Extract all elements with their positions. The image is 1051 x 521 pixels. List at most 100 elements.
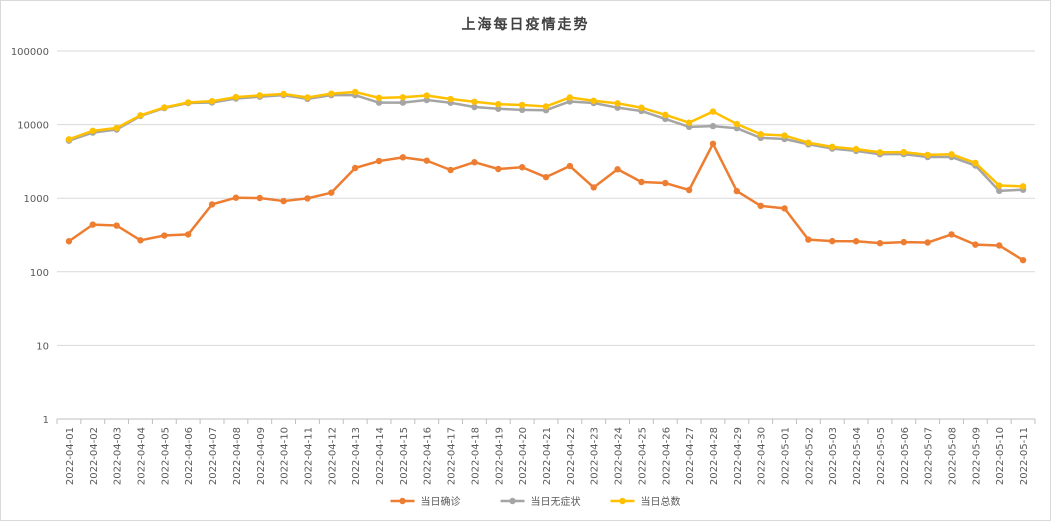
x-tick-label: 2022-05-01 — [781, 427, 792, 485]
data-point — [65, 238, 73, 245]
data-point — [256, 92, 263, 99]
x-tick-label: 2022-04-30 — [757, 427, 768, 485]
data-point — [781, 132, 788, 139]
data-point — [65, 136, 73, 143]
x-tick-label: 2022-05-07 — [924, 427, 935, 485]
data-point — [375, 99, 383, 106]
data-point — [972, 159, 979, 167]
x-tick-label: 2022-04-04 — [136, 427, 147, 485]
data-point — [876, 239, 884, 247]
data-point — [423, 92, 430, 99]
data-point — [399, 99, 407, 106]
data-point — [471, 103, 478, 111]
x-tick-label: 2022-04-16 — [423, 427, 434, 485]
data-point — [495, 165, 502, 173]
data-point — [996, 242, 1003, 249]
data-point — [471, 98, 478, 105]
data-point — [566, 94, 574, 101]
y-tick-label: 1 — [43, 415, 49, 426]
data-point — [113, 124, 120, 132]
legend-swatch-marker — [509, 497, 516, 505]
x-tick-label: 2022-04-21 — [542, 427, 553, 485]
x-tick-label: 2022-05-08 — [948, 427, 959, 485]
data-point — [590, 184, 597, 191]
data-point — [184, 99, 192, 106]
data-point — [1019, 183, 1027, 190]
x-tick-label: 2022-04-11 — [303, 427, 314, 485]
data-point — [328, 189, 335, 196]
data-point — [471, 159, 478, 166]
data-point — [184, 231, 192, 238]
data-point — [280, 197, 287, 205]
x-tick-label: 2022-04-19 — [494, 427, 505, 485]
data-point — [900, 148, 908, 156]
x-tick-label: 2022-04-01 — [65, 427, 76, 485]
legend-swatch-marker — [399, 497, 406, 505]
data-point — [1019, 256, 1027, 264]
x-tick-label: 2022-05-05 — [876, 427, 887, 485]
data-point — [781, 205, 788, 212]
data-point — [89, 221, 96, 228]
data-point — [518, 101, 526, 109]
x-tick-label: 2022-04-08 — [232, 427, 243, 485]
legend-swatch-marker — [619, 497, 626, 505]
data-point — [638, 104, 645, 111]
data-point — [590, 97, 597, 104]
x-tick-label: 2022-05-02 — [804, 427, 815, 485]
data-point — [614, 166, 621, 173]
data-point — [709, 122, 717, 130]
x-tick-label: 2022-04-10 — [280, 427, 291, 485]
data-point — [399, 94, 407, 101]
data-point — [423, 96, 430, 104]
data-point — [208, 201, 216, 208]
x-tick-label: 2022-04-28 — [709, 427, 720, 485]
data-point — [733, 120, 741, 128]
data-point — [399, 154, 407, 161]
data-point — [161, 232, 168, 239]
x-tick-label: 2022-05-06 — [900, 427, 911, 485]
data-point — [685, 119, 693, 126]
data-point — [709, 140, 717, 147]
legend-label: 当日无症状 — [531, 495, 581, 508]
x-tick-label: 2022-04-20 — [518, 427, 529, 485]
x-tick-label: 2022-04-18 — [470, 427, 481, 485]
data-point — [113, 222, 120, 229]
data-point — [518, 164, 526, 171]
data-point — [542, 103, 550, 110]
data-point — [900, 238, 908, 246]
data-point — [685, 186, 693, 194]
data-point — [996, 182, 1003, 189]
legend-label: 当日总数 — [641, 495, 681, 508]
data-point — [805, 139, 812, 146]
x-tick-label: 2022-04-27 — [685, 427, 696, 485]
data-point — [232, 194, 240, 201]
y-tick-label: 10000 — [17, 121, 49, 132]
data-point — [351, 164, 359, 172]
data-point — [662, 179, 669, 187]
x-tick-label: 2022-04-13 — [351, 427, 362, 485]
legend-item-2: 当日总数 — [610, 495, 681, 508]
x-tick-label: 2022-05-09 — [971, 427, 982, 485]
y-tick-label: 100000 — [11, 47, 49, 58]
y-tick-label: 100 — [30, 268, 49, 279]
data-point — [638, 178, 645, 186]
data-point — [495, 101, 502, 108]
data-point — [805, 236, 812, 243]
data-point — [614, 100, 621, 107]
legend-item-0: 当日确诊 — [390, 495, 461, 508]
x-tick-label: 2022-04-07 — [208, 427, 219, 485]
data-point — [447, 95, 454, 103]
data-point — [328, 90, 335, 97]
data-point — [996, 187, 1003, 195]
data-point — [304, 195, 311, 202]
x-tick-label: 2022-05-04 — [852, 427, 863, 485]
data-point — [137, 112, 144, 119]
data-point — [709, 108, 717, 115]
x-tick-label: 2022-04-09 — [256, 427, 267, 485]
data-point — [423, 157, 430, 164]
x-tick-label: 2022-04-26 — [661, 427, 672, 485]
x-tick-label: 2022-05-11 — [1019, 427, 1030, 485]
data-point — [829, 143, 836, 151]
legend-label: 当日确诊 — [421, 495, 461, 508]
